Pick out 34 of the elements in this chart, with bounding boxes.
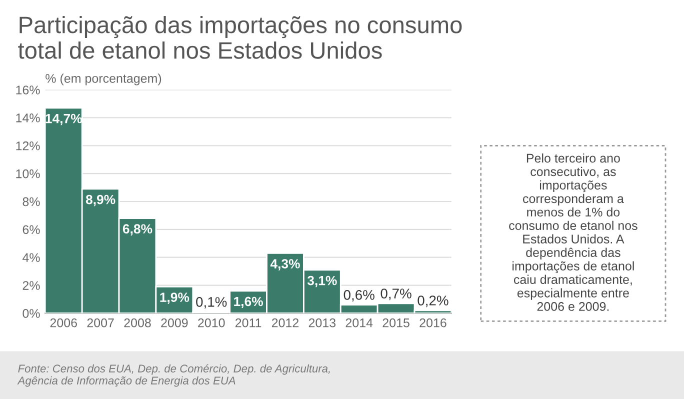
x-tick-label: 2009 bbox=[161, 318, 188, 328]
y-tick-label: 6% bbox=[22, 225, 40, 234]
x-tick-label: 2015 bbox=[382, 318, 410, 328]
x-tick-label: 2013 bbox=[308, 318, 336, 328]
y-tick-label: 4% bbox=[22, 253, 40, 262]
chart-title: Participação das importações no consumo total de etanol nos Estados Unidos bbox=[18, 16, 462, 59]
data-label: 3,1% bbox=[307, 276, 337, 288]
data-label: 6,8% bbox=[122, 224, 152, 236]
y-tick-label: 0% bbox=[22, 309, 40, 318]
x-tick-label: 2011 bbox=[235, 318, 262, 328]
x-tick-label: 2010 bbox=[198, 318, 225, 328]
data-label: 4,3% bbox=[270, 259, 300, 270]
y-tick-label: 16% bbox=[16, 86, 40, 94]
data-label: 1,9% bbox=[160, 292, 190, 304]
y-tick-label: 14% bbox=[16, 114, 40, 122]
y-tick-label: 8% bbox=[22, 197, 40, 206]
x-tick-label: 2006 bbox=[50, 318, 77, 328]
y-tick-label: 2% bbox=[22, 281, 40, 290]
data-label: 0,6% bbox=[344, 290, 374, 302]
data-label: 1,6% bbox=[234, 296, 263, 308]
x-tick-label: 2012 bbox=[272, 318, 299, 328]
x-tick-label: 2007 bbox=[87, 318, 114, 328]
source-note: Fonte: Censo dos EUA, Dep. de Comércio, Dep. de Agricultura, Agência de Informação de Energia dos EUA bbox=[17, 364, 330, 387]
text: Pelo terceiro ano consecutivo, as importações corresponderam a menos de 1% do consumo de etanol nos Estados Unidos. A dependência das importações de etanol caiu dramaticamente, especialmente entre 2006 e 2009. bbox=[509, 153, 638, 311]
y-axis-title: % (em porcentagem) bbox=[46, 74, 162, 86]
x-tick-label: 2008 bbox=[124, 318, 151, 328]
y-tick-label: 10% bbox=[16, 169, 40, 178]
data-label: 8,9% bbox=[86, 194, 116, 206]
data-label: 0,7% bbox=[380, 288, 412, 300]
x-tick-label: 2016 bbox=[420, 318, 446, 328]
x-tick-label: 2014 bbox=[346, 318, 373, 328]
data-label: 0,1% bbox=[196, 297, 227, 308]
data-label: 0,2% bbox=[418, 296, 448, 308]
y-tick-label: 12% bbox=[16, 141, 40, 150]
